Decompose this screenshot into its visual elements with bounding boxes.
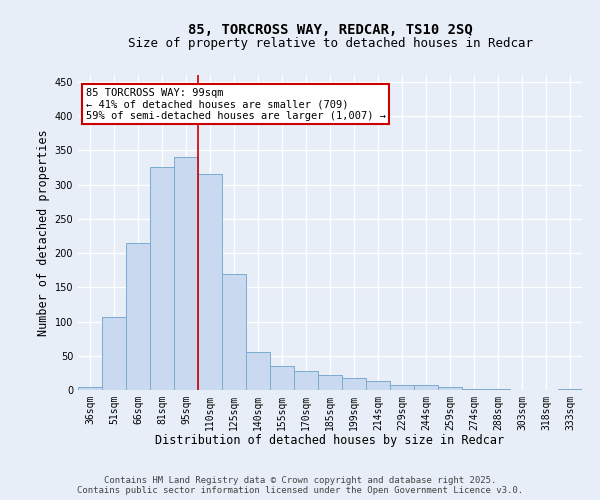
Text: 85 TORCROSS WAY: 99sqm
← 41% of detached houses are smaller (709)
59% of semi-de: 85 TORCROSS WAY: 99sqm ← 41% of detached… — [86, 88, 386, 121]
Bar — [366, 381, 390, 390]
Bar — [246, 352, 270, 390]
Bar — [390, 384, 414, 390]
Bar — [222, 274, 246, 390]
Bar — [102, 316, 126, 390]
Bar — [294, 371, 318, 390]
Bar — [318, 375, 342, 390]
Text: 85, TORCROSS WAY, REDCAR, TS10 2SQ: 85, TORCROSS WAY, REDCAR, TS10 2SQ — [188, 22, 472, 36]
Y-axis label: Number of detached properties: Number of detached properties — [37, 129, 50, 336]
Bar — [438, 388, 462, 390]
Bar — [78, 386, 102, 390]
Bar — [270, 366, 294, 390]
Bar — [558, 388, 582, 390]
Bar — [126, 243, 150, 390]
Bar — [174, 157, 198, 390]
Bar — [414, 385, 438, 390]
Text: Size of property relative to detached houses in Redcar: Size of property relative to detached ho… — [128, 38, 533, 51]
Text: Contains HM Land Registry data © Crown copyright and database right 2025.
Contai: Contains HM Land Registry data © Crown c… — [77, 476, 523, 495]
Bar — [150, 168, 174, 390]
Bar — [342, 378, 366, 390]
Bar — [198, 174, 222, 390]
X-axis label: Distribution of detached houses by size in Redcar: Distribution of detached houses by size … — [155, 434, 505, 448]
